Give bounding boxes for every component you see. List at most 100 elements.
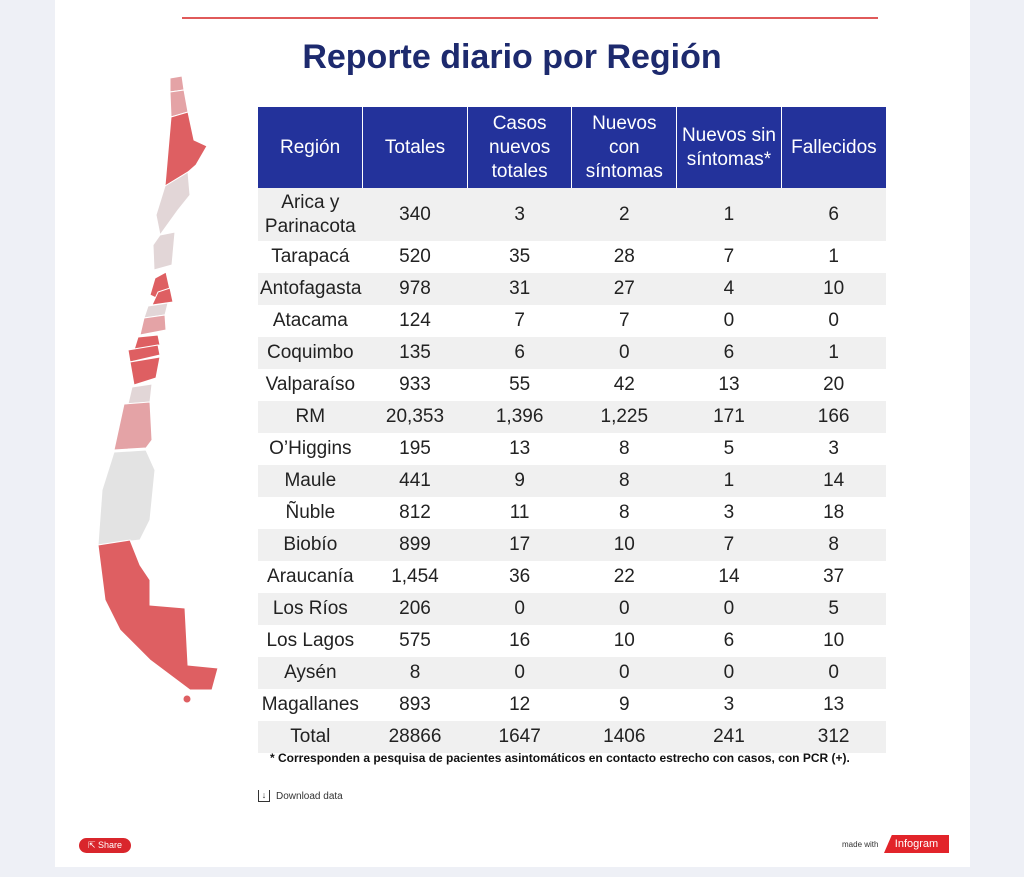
value-cell: 10 (571, 529, 677, 561)
value-cell: 195 (399, 438, 431, 459)
region-cell: O’Higgins (269, 438, 352, 459)
value-cell: 0 (676, 657, 782, 689)
table-row: Los Lagos 575 16 10 6 10 (258, 625, 886, 657)
region-cell: Total (258, 721, 363, 753)
region-araucania (129, 356, 161, 386)
divider (182, 17, 878, 19)
share-label: Share (98, 840, 123, 850)
value-cell: 1 (828, 246, 839, 267)
made-with-label: made with (842, 840, 879, 849)
chile-region-map (97, 75, 219, 704)
value-cell: 166 (781, 401, 886, 433)
page-title: Reporte diario por Región (302, 38, 722, 76)
value-cell: 241 (676, 721, 782, 753)
footnote: * Corresponden a pesquisa de pacientes a… (270, 751, 850, 765)
value-cell: 8 (619, 438, 630, 459)
value-cell: 1 (676, 465, 782, 497)
region-cell: Tarapacá (271, 246, 350, 267)
region-maule (139, 314, 167, 336)
value-cell: 1406 (571, 721, 677, 753)
table-row: Valparaíso 933 55 42 13 20 (258, 369, 886, 401)
value-cell: 0 (571, 657, 677, 689)
column-header: Casos nuevos totales (467, 107, 573, 188)
region-magallanes (97, 539, 219, 691)
total-row: Total 28866 1647 1406 241 312 (258, 721, 886, 753)
region-cell: Maule (258, 465, 363, 497)
column-header: Nuevos con síntomas (571, 107, 678, 188)
value-cell: 42 (613, 374, 635, 395)
value-cell: 3 (467, 188, 572, 241)
value-cell: 7 (619, 310, 630, 331)
value-cell: 7 (676, 529, 782, 561)
value-cell: 0 (828, 310, 839, 331)
value-cell: 37 (823, 566, 845, 587)
region-aysen (97, 449, 156, 546)
region-cell: Coquimbo (258, 337, 363, 369)
table-header-row: Región Totales Casos nuevos totales Nuevos … (258, 107, 886, 188)
region-cell: Los Ríos (258, 593, 363, 625)
value-cell: 899 (362, 529, 468, 561)
value-cell: 8 (781, 529, 886, 561)
table-row: Araucanía 1,454 36 22 14 37 (258, 561, 886, 593)
region-cell: Aysén (258, 657, 363, 689)
region-rm (151, 287, 174, 306)
value-cell: 575 (399, 630, 431, 651)
value-cell: 11 (509, 502, 530, 523)
share-icon: ⇱ (87, 840, 98, 850)
value-cell: 312 (781, 721, 886, 753)
region-atacama (155, 171, 191, 237)
value-cell: 10 (781, 273, 886, 305)
download-data-button[interactable]: ↓ Download data (258, 790, 343, 802)
value-cell: 12 (509, 694, 531, 715)
region-cell: Biobío (258, 529, 363, 561)
infogram-logo-link[interactable]: Infogram (884, 835, 949, 853)
table-row: Coquimbo 135 6 0 6 1 (258, 337, 886, 369)
table-row: Biobío 899 17 10 7 8 (258, 529, 886, 561)
region-coquimbo (152, 231, 176, 271)
value-cell: 6 (781, 188, 886, 241)
value-cell: 1 (676, 188, 782, 241)
value-cell: 9 (619, 694, 630, 715)
table-row: Ñuble 812 11 8 3 18 (258, 497, 886, 529)
value-cell: 35 (509, 246, 531, 267)
table-row: Tarapacá 520 35 28 7 1 (258, 241, 886, 273)
value-cell: 1647 (467, 721, 572, 753)
value-cell: 28 (613, 246, 635, 267)
column-header: Totales (362, 107, 468, 188)
value-cell: 9 (467, 465, 572, 497)
value-cell: 0 (676, 593, 782, 625)
value-cell: 6 (676, 337, 782, 369)
value-cell: 20,353 (362, 401, 468, 433)
region-cell: Valparaíso (265, 374, 356, 395)
value-cell: 14 (718, 566, 740, 587)
download-icon: ↓ (258, 790, 270, 802)
value-cell: 124 (399, 310, 431, 331)
share-button[interactable]: ⇱ Share (79, 838, 131, 853)
region-cell: Antofagasta (258, 273, 363, 305)
table-row: O’Higgins 195 13 8 5 3 (258, 433, 886, 465)
value-cell: 340 (362, 188, 468, 241)
value-cell: 7 (723, 246, 735, 267)
value-cell: 31 (467, 273, 572, 305)
value-cell: 36 (509, 566, 531, 587)
value-cell: 206 (362, 593, 468, 625)
value-cell: 55 (509, 374, 531, 395)
region-loslagos (113, 401, 153, 451)
regional-report-table: Región Totales Casos nuevos totales Nuevos … (258, 107, 886, 753)
value-cell: 8 (571, 465, 677, 497)
value-cell: 0 (781, 657, 886, 689)
value-cell: 1 (781, 337, 886, 369)
column-header: Fallecidos (781, 107, 886, 188)
value-cell: 1,454 (391, 566, 439, 587)
table-row: Arica y Parinacota 340 3 2 1 6 (258, 188, 886, 241)
value-cell: 520 (399, 246, 431, 267)
region-cell: RM (258, 401, 363, 433)
region-cell: Ñuble (285, 502, 336, 523)
value-cell: 3 (828, 438, 839, 459)
table-row: Antofagasta 978 31 27 4 10 (258, 273, 886, 305)
table-row: Los Ríos 206 0 0 0 5 (258, 593, 886, 625)
value-cell: 1,225 (571, 401, 677, 433)
value-cell: 20 (823, 374, 845, 395)
column-header: Nuevos sin síntomas* (676, 107, 782, 188)
column-header: Región (258, 107, 364, 188)
